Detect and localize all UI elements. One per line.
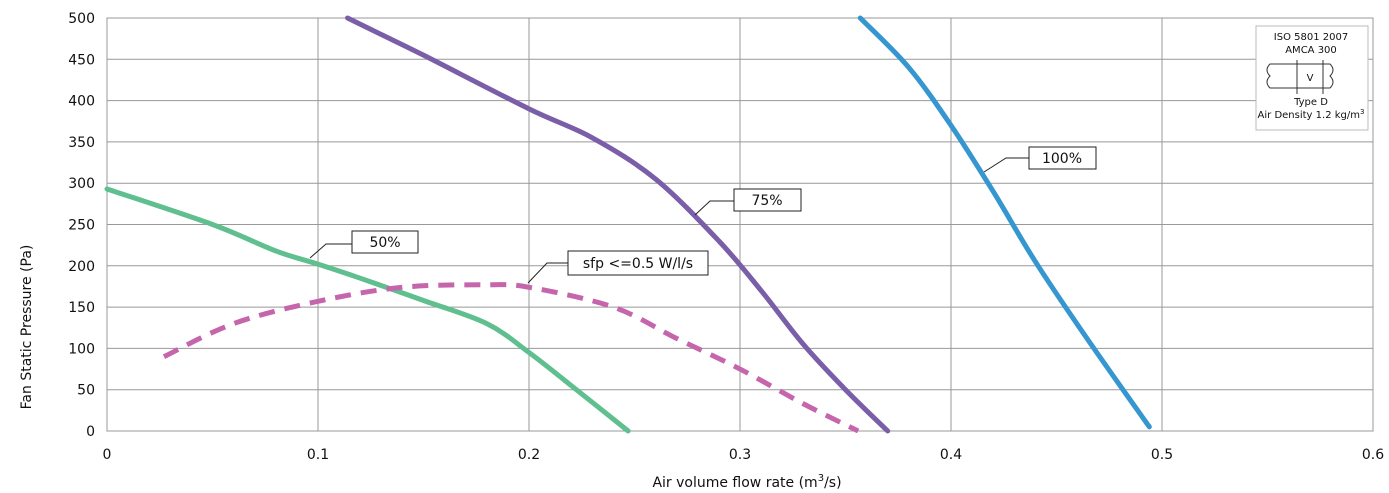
y-tick-label: 250 xyxy=(68,218,95,234)
y-tick-label: 150 xyxy=(68,300,95,316)
x-tick-label: 0.2 xyxy=(518,447,540,463)
y-tick-label: 450 xyxy=(68,52,95,68)
callout-sfp: sfp <=0.5 W/l/s xyxy=(527,250,709,284)
callout-100: 100% xyxy=(983,146,1097,173)
series-line-75- xyxy=(345,15,891,434)
y-tick-label: 50 xyxy=(77,383,95,399)
y-tick-label: 100 xyxy=(68,341,95,357)
svg-text:75%: 75% xyxy=(751,193,782,209)
x-tick-label: 0.3 xyxy=(729,447,751,463)
svg-text:Type D: Type D xyxy=(1293,97,1328,108)
y-tick-label: 300 xyxy=(68,176,95,192)
x-tick-label: 0.1 xyxy=(307,447,329,463)
y-axis-title: Fan Static Pressure (Pa) xyxy=(19,245,35,410)
duct-icon xyxy=(1266,60,1334,94)
svg-text:Air Density 1.2 kg/m3: Air Density 1.2 kg/m3 xyxy=(1258,108,1365,121)
standards-note: ISO 5801 2007 AMCA 300 V Type D Air Dens… xyxy=(1255,25,1369,131)
series-line-100- xyxy=(857,15,1152,430)
x-tick-label: 0 xyxy=(103,447,112,463)
x-tick-label: 0.5 xyxy=(1151,447,1173,463)
svg-text:50%: 50% xyxy=(369,235,400,251)
svg-text:V: V xyxy=(1307,73,1314,84)
y-tick-label: 400 xyxy=(68,94,95,110)
svg-text:AMCA 300: AMCA 300 xyxy=(1285,45,1337,56)
svg-text:ISO 5801 2007: ISO 5801 2007 xyxy=(1274,32,1348,43)
callout-75: 75% xyxy=(694,188,802,216)
x-axis-title: Air volume flow rate (m3/s) xyxy=(652,473,841,491)
callout-50: 50% xyxy=(309,230,419,259)
y-tick-label: 500 xyxy=(68,11,95,27)
y-tick-label: 200 xyxy=(68,259,95,275)
series-layer xyxy=(104,15,1152,434)
svg-text:sfp <=0.5 W/l/s: sfp <=0.5 W/l/s xyxy=(583,256,693,272)
y-tick-label: 350 xyxy=(68,135,95,151)
series-line-sfp-0-5-w-l-s xyxy=(162,282,860,434)
svg-text:100%: 100% xyxy=(1042,151,1082,167)
ticks-layer: 0 50 100 150 200 250 300 350 400 450 500 0 0.1 0.2 0.3… xyxy=(68,11,1384,463)
series-line-50- xyxy=(104,186,631,434)
x-tick-label: 0.6 xyxy=(1362,447,1384,463)
x-tick-label: 0.4 xyxy=(940,447,962,463)
y-tick-label: 0 xyxy=(86,424,95,440)
